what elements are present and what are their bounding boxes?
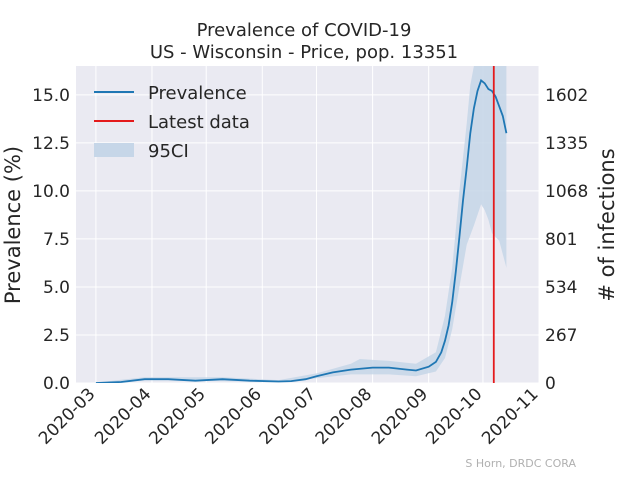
y-tick-label: 10.0 [32,182,70,202]
y-axis-label: Prevalence (%) [1,146,25,304]
x-tick-label: 2020-03 [35,384,99,448]
y2-tick-label: 0 [545,374,556,394]
x-tick-label: 2020-06 [201,384,265,448]
y-tick-label: 7.5 [43,230,70,250]
x-axis-ticks: 2020-032020-042020-052020-062020-072020-… [35,384,542,448]
chart-title: Prevalence of COVID-19 [197,20,412,41]
y2-axis-ticks: 0 267 534 801 1068 1335 1602 [545,86,588,394]
y2-tick-label: 267 [545,326,577,346]
x-tick-label: 2020-07 [256,384,320,448]
y-tick-label: 15.0 [32,86,70,106]
x-tick-label: 2020-10 [422,384,486,448]
y2-axis-label: # of infections [595,148,619,301]
y2-tick-label: 1602 [545,86,588,106]
y-tick-label: 0.0 [43,374,70,394]
y-tick-label: 12.5 [32,134,70,154]
y2-tick-label: 1335 [545,134,588,154]
chart-subtitle: US - Wisconsin - Price, pop. 13351 [150,42,458,63]
credit-text: S Horn, DRDC CORA [465,457,576,470]
x-tick-label: 2020-04 [91,384,155,448]
y2-tick-label: 1068 [545,182,588,202]
y-axis-ticks: 0.0 2.5 5.0 7.5 10.0 12.5 15.0 [32,86,70,394]
legend: Prevalence Latest data 95CI [94,83,250,162]
y-tick-label: 5.0 [43,278,70,298]
x-tick-label: 2020-09 [368,384,432,448]
x-tick-label: 2020-08 [312,384,376,448]
legend-swatch-ci95 [94,143,134,157]
legend-label-ci95: 95CI [148,141,189,162]
legend-label-prevalence: Prevalence [148,83,247,104]
y2-tick-label: 801 [545,230,577,250]
prevalence-series-line [95,78,508,383]
y-tick-label: 2.5 [43,326,70,346]
y2-tick-label: 534 [545,278,577,298]
legend-label-latest: Latest data [148,112,250,133]
x-tick-label: 2020-05 [145,384,209,448]
x-tick-label: 2020-11 [478,384,542,448]
